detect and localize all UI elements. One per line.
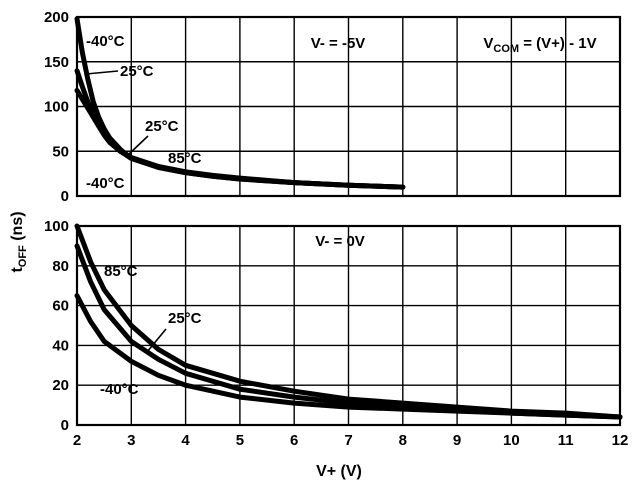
bottom-condition-label: V- = 0V	[315, 233, 365, 250]
bottom-x-tick-label: 8	[399, 432, 407, 449]
bottom-x-tick-label: 10	[503, 432, 520, 449]
top-label-25-lower: 25°C	[145, 118, 179, 135]
arrow-25-lower	[127, 135, 149, 156]
bottom-x-tick-label: 11	[558, 432, 574, 449]
top-y-tick-label: 150	[44, 54, 69, 71]
bottom-y-tick-label: 40	[52, 337, 69, 354]
top-label-neg40-upper: -40°C	[86, 33, 125, 50]
top-y-tick-label: 0	[61, 188, 69, 205]
top-label-neg40-lower: -40°C	[86, 175, 125, 192]
bottom-y-tick-label: 20	[52, 377, 69, 394]
top-plot: 0 50 100 150 200	[44, 9, 622, 205]
bottom-y-tick-label: 60	[52, 298, 69, 315]
bottom-label-85: 85°C	[104, 263, 138, 280]
top-label-25-upper: 25°C	[120, 63, 154, 80]
bottom-x-tick-label: 12	[612, 432, 629, 449]
bottom-x-tick-label: 9	[453, 432, 461, 449]
bottom-label-25: 25°C	[168, 310, 202, 327]
top-y-tick-label: 100	[44, 99, 69, 116]
bottom-x-tick-label: 6	[290, 432, 298, 449]
x-axis-title: V+ (V)	[316, 463, 362, 480]
top-plot-frame	[75, 15, 622, 198]
bottom-plot-frame	[75, 224, 622, 427]
bottom-x-tick-label: 5	[236, 432, 244, 449]
top-label-85: 85°C	[168, 150, 202, 167]
y-axis-title: tOFF (ns)	[9, 211, 29, 272]
bottom-y-tick-label: 80	[52, 258, 69, 275]
bottom-plot: 0 20 40 60 80 100 2 3 4 5 6 7 8 9 10 11 12	[44, 218, 628, 449]
top-series-2-line	[74, 87, 406, 190]
bottom-x-tick-label: 2	[73, 432, 81, 449]
top-y-tick-label: 50	[52, 143, 69, 160]
bottom-x-tick-label: 7	[344, 432, 352, 449]
arrow-bottom-25	[146, 328, 167, 353]
bottom-series-2-line	[74, 293, 623, 420]
bottom-x-tick-label: 3	[127, 432, 135, 449]
vcom-formula-label: VCOM = (V+) - 1V	[483, 35, 596, 55]
top-y-tick-label: 200	[44, 9, 69, 26]
bottom-y-tick-label: 100	[44, 218, 69, 235]
bottom-y-tick-label: 0	[61, 417, 69, 434]
top-condition-label: V- = -5V	[311, 35, 366, 52]
bottom-x-tick-label: 4	[181, 432, 190, 449]
arrow-25-upper	[85, 70, 119, 75]
bottom-label-neg40: -40°C	[100, 381, 139, 398]
